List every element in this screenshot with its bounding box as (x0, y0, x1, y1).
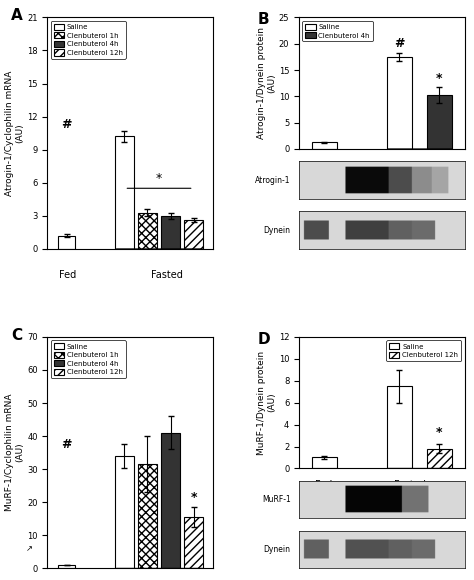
Bar (427, 95, 452, 149)
Bar (184, 220, 203, 249)
Bar (427, 449, 452, 469)
Text: C: C (11, 328, 22, 343)
Text: Atrogin-1: Atrogin-1 (255, 176, 291, 184)
Text: Fed: Fed (315, 161, 332, 171)
Text: *: * (436, 426, 443, 439)
Text: #: # (62, 118, 72, 131)
Text: Fed: Fed (59, 270, 76, 280)
Bar (138, 464, 157, 568)
Text: B: B (257, 12, 269, 27)
Text: D: D (257, 332, 270, 347)
Text: *: * (191, 491, 197, 504)
Text: Fasted: Fasted (394, 161, 426, 171)
Bar (161, 433, 180, 568)
Legend: Saline, Clenbuterol 12h: Saline, Clenbuterol 12h (386, 340, 461, 361)
Bar (58, 235, 75, 249)
Legend: Saline, Clenbuterol 1h, Clenbuterol 4h, Clenbuterol 12h: Saline, Clenbuterol 1h, Clenbuterol 4h, … (51, 340, 126, 378)
Text: #: # (394, 351, 405, 364)
Text: A: A (11, 8, 23, 23)
Bar (115, 136, 134, 249)
Legend: Saline, Clenbuterol 1h, Clenbuterol 4h, Clenbuterol 12h: Saline, Clenbuterol 1h, Clenbuterol 4h, … (51, 21, 126, 59)
Text: Fasted: Fasted (151, 270, 182, 280)
Text: #: # (394, 37, 405, 50)
Text: #: # (62, 438, 72, 451)
Bar (387, 57, 412, 149)
Bar (311, 458, 337, 469)
Text: *: * (156, 172, 162, 185)
Text: Fed: Fed (315, 480, 332, 490)
Bar (184, 517, 203, 568)
Bar (58, 565, 75, 568)
Bar (161, 216, 180, 249)
Text: $\nearrow$: $\nearrow$ (24, 544, 34, 553)
Y-axis label: MuRF-1/Cyclophilin mRNA
(AU): MuRF-1/Cyclophilin mRNA (AU) (5, 394, 24, 512)
Legend: Saline, Clenbuterol 4h: Saline, Clenbuterol 4h (302, 21, 373, 42)
Bar (138, 212, 157, 249)
Text: Dynein: Dynein (264, 545, 291, 554)
Y-axis label: Atrogin-1/Cyclophilin mRNA
(AU): Atrogin-1/Cyclophilin mRNA (AU) (5, 70, 24, 196)
Bar (115, 456, 134, 568)
Text: *: * (436, 72, 443, 85)
Text: MuRF-1: MuRF-1 (262, 495, 291, 504)
Y-axis label: MuRF-1/Dynein protein
(AU): MuRF-1/Dynein protein (AU) (256, 350, 276, 455)
Bar (387, 386, 412, 469)
Text: Fasted: Fasted (394, 480, 426, 490)
Bar (311, 142, 337, 149)
Text: Dynein: Dynein (264, 226, 291, 235)
Y-axis label: Atrogin-1/Dynein protein
(AU): Atrogin-1/Dynein protein (AU) (256, 27, 276, 139)
